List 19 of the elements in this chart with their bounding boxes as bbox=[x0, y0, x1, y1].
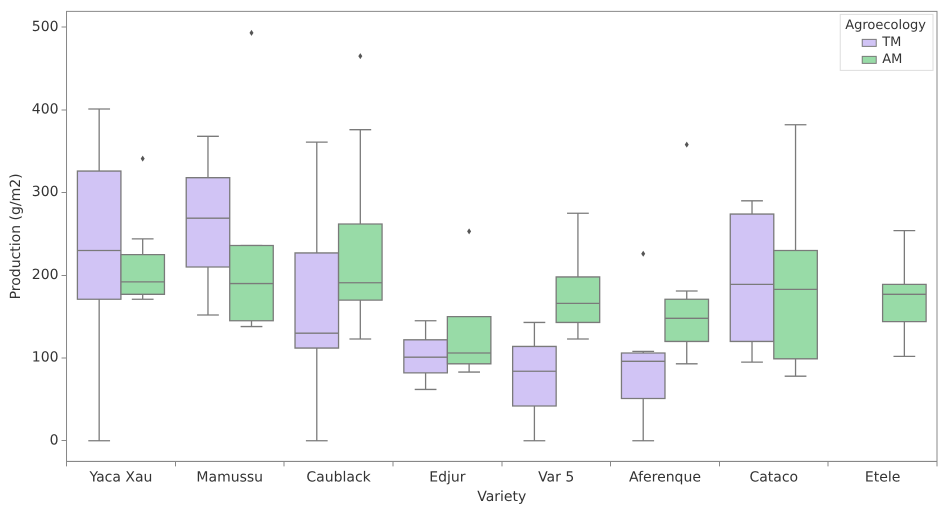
legend-label: TM bbox=[881, 34, 902, 50]
y-tick-label: 400 bbox=[32, 101, 59, 118]
x-tick-label: Mamussu bbox=[196, 469, 264, 486]
y-tick-label: 100 bbox=[32, 350, 59, 366]
x-tick-label: Etele bbox=[864, 469, 900, 486]
x-tick-label: Caublack bbox=[306, 469, 372, 486]
y-tick-label: 500 bbox=[32, 18, 59, 35]
y-tick-label: 0 bbox=[50, 432, 59, 448]
x-tick-label: Yaca Xau bbox=[88, 469, 152, 486]
x-tick-label: Aferenque bbox=[629, 469, 701, 486]
x-axis-title: Variety bbox=[477, 489, 526, 506]
legend-label: AM bbox=[882, 52, 902, 67]
y-tick-label: 300 bbox=[32, 184, 59, 200]
y-axis-title: Production (g/m2) bbox=[8, 173, 24, 300]
x-tick-label: Var 5 bbox=[538, 469, 574, 486]
x-tick-label: Cataco bbox=[749, 469, 798, 486]
x-tick-label: Edjur bbox=[429, 469, 466, 486]
legend-title: Agroecology bbox=[845, 18, 926, 33]
y-tick-label: 200 bbox=[32, 266, 59, 283]
